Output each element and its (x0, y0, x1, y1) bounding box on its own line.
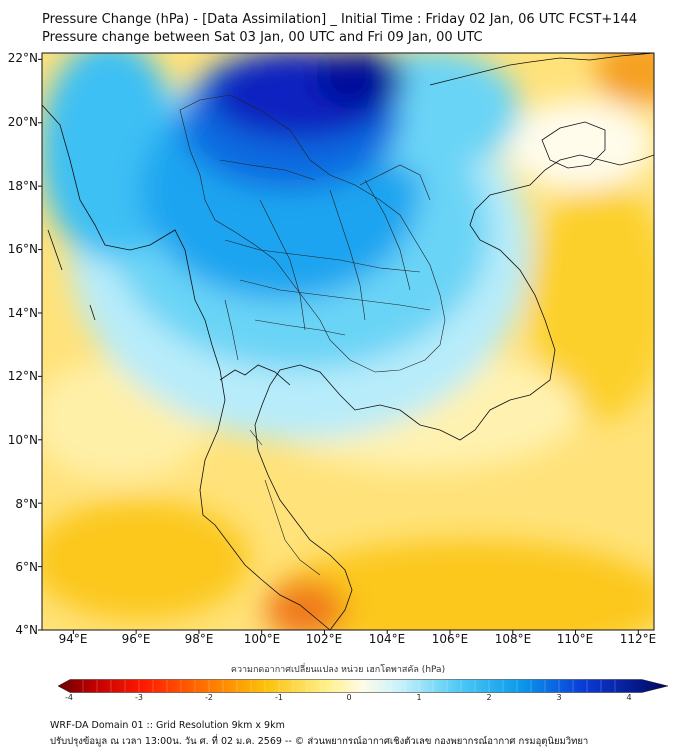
lon-label-108e: 108°E (494, 632, 532, 646)
lat-label-16n: 16°N (7, 242, 38, 256)
colorbar-tick-2: 2 (486, 693, 492, 702)
lat-label-6n: 6°N (15, 560, 38, 574)
lat-label-12n: 12°N (7, 369, 38, 383)
admin-borders (179, 94, 446, 576)
update-credit: ปรับปรุงข้อมูล ณ เวลา 13:00น. วัน ศ. ที่… (50, 736, 589, 747)
lon-label-104e: 104°E (368, 632, 406, 646)
colorbar-tick-minus4: -4 (65, 693, 73, 702)
lat-label-18n: 18°N (7, 179, 38, 193)
lat-label-4n: 4°N (15, 623, 38, 637)
pressure-field (42, 53, 654, 630)
colorbar (57, 679, 669, 693)
lon-label-98e: 98°E (184, 632, 214, 646)
lon-label-100e: 100°E (243, 632, 281, 646)
axis-ticks (38, 58, 639, 634)
colorbar-tick-4: 4 (626, 693, 632, 702)
colorbar-title: ความกดอากาศเปลี่ยนแปลง หน่วย เฮกโตพาสคัล… (230, 665, 446, 675)
lat-label-20n: 20°N (7, 115, 38, 129)
colorbar-tick-minus2: -2 (205, 693, 213, 702)
lon-label-110e: 110°E (556, 632, 594, 646)
model-info: WRF-DA Domain 01 :: Grid Resolution 9km … (50, 720, 285, 731)
colorbar-tick-minus1: -1 (275, 693, 283, 702)
colorbar-bins (82, 680, 616, 692)
map-border (41, 52, 655, 631)
lat-label-14n: 14°N (7, 306, 38, 320)
colorbar-tick-1: 1 (416, 693, 422, 702)
lon-label-96e: 96°E (121, 632, 151, 646)
colorbar-tick-minus3: -3 (135, 693, 143, 702)
lon-label-102e: 102°E (305, 632, 343, 646)
coastlines (42, 53, 654, 630)
lon-label-94e: 94°E (58, 632, 88, 646)
lon-label-112e: 112°E (619, 632, 657, 646)
colorbar-tick-0: 0 (346, 693, 352, 702)
lat-label-8n: 8°N (15, 497, 38, 511)
map-subtitle: Pressure change between Sat 03 Jan, 00 U… (42, 30, 483, 45)
map-title: Pressure Change (hPa) - [Data Assimilati… (42, 12, 638, 27)
lat-label-10n: 10°N (7, 433, 38, 447)
lat-label-22n: 22°N (7, 51, 38, 65)
colorbar-tick-3: 3 (556, 693, 562, 702)
lon-label-106e: 106°E (431, 632, 469, 646)
